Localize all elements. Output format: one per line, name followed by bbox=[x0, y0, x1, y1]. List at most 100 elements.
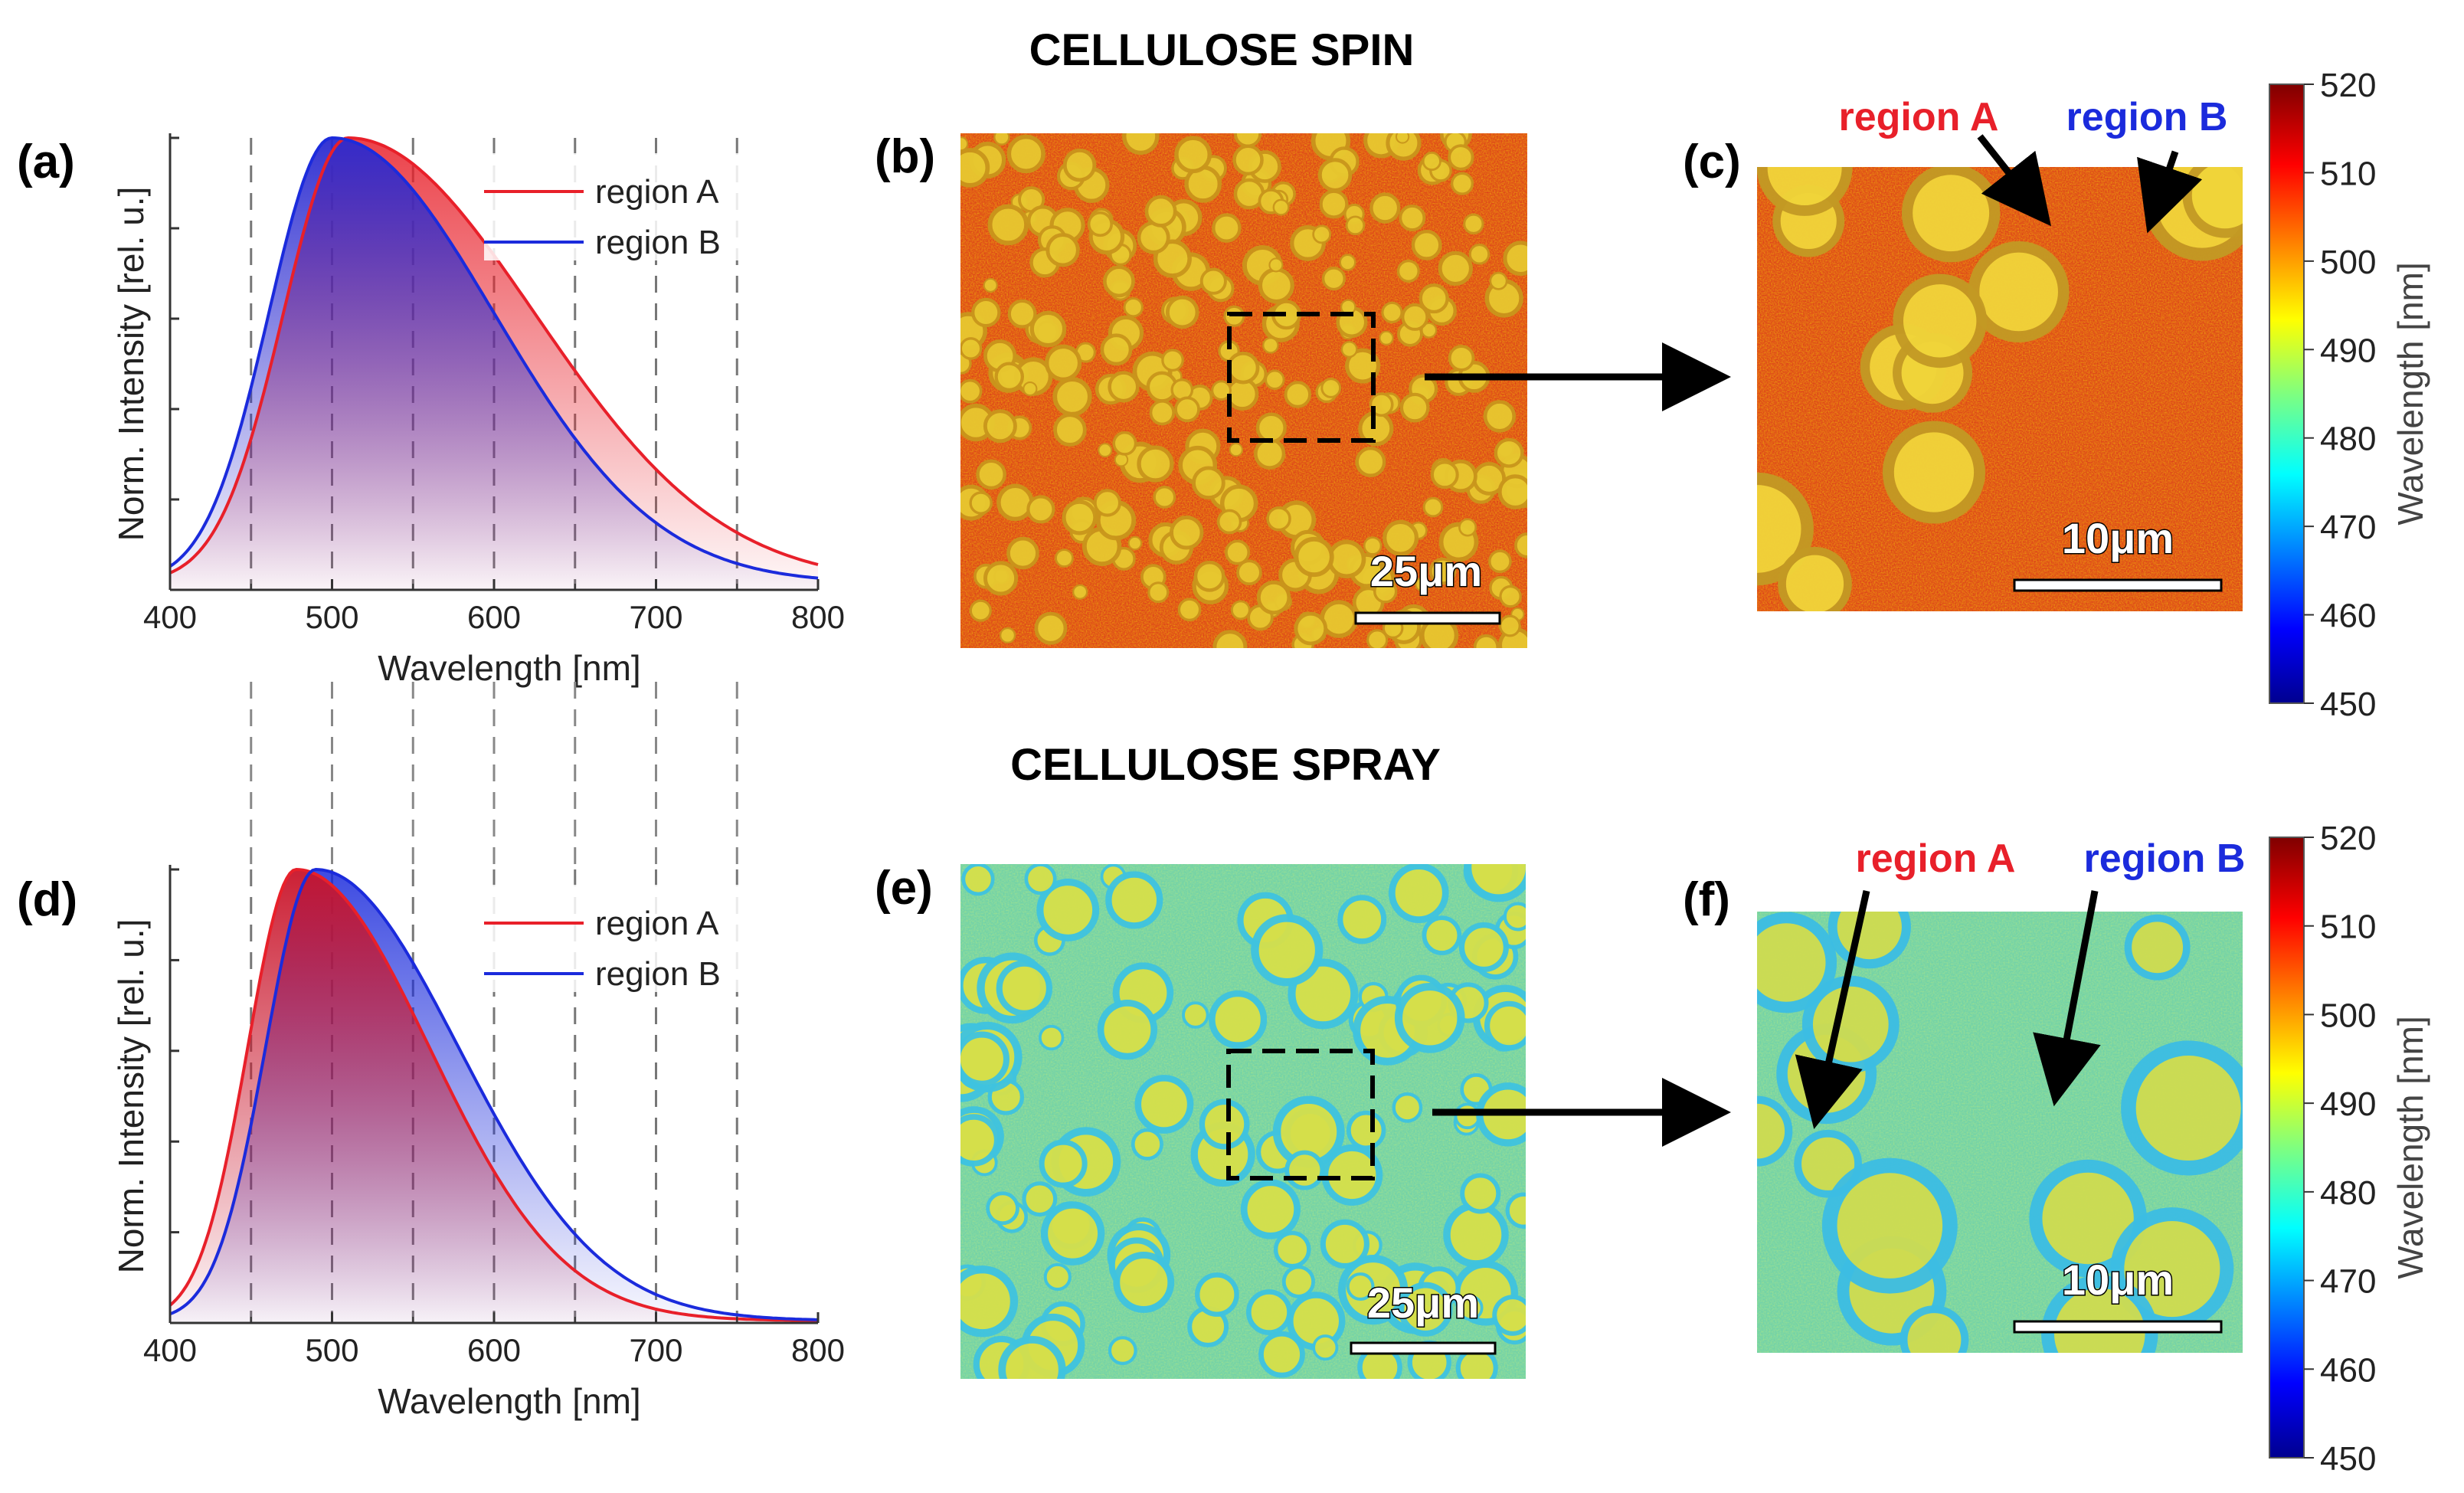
legend-label-0: region A bbox=[595, 173, 719, 211]
particle bbox=[1373, 579, 1398, 604]
particle bbox=[1216, 509, 1242, 535]
particle bbox=[1268, 257, 1284, 273]
particle bbox=[1165, 295, 1199, 329]
particle bbox=[1149, 399, 1176, 426]
particle bbox=[1040, 1201, 1105, 1265]
particle bbox=[1505, 1192, 1526, 1229]
particle bbox=[960, 378, 983, 404]
particle bbox=[1251, 914, 1324, 987]
x-tick-label-600: 600 bbox=[467, 1332, 521, 1368]
particle bbox=[1262, 336, 1279, 354]
particle bbox=[1039, 1024, 1065, 1051]
colorbar-tick-label: 480 bbox=[2320, 421, 2376, 458]
particle bbox=[1256, 580, 1291, 615]
particle bbox=[1900, 1305, 1969, 1353]
area-region-a bbox=[170, 869, 818, 1323]
particle bbox=[2041, 1275, 2158, 1353]
particle bbox=[1438, 250, 1473, 286]
particle bbox=[1339, 254, 1356, 271]
particle bbox=[1273, 1230, 1311, 1269]
particle bbox=[1395, 133, 1410, 144]
colorbar-tick-label: 490 bbox=[2320, 332, 2376, 369]
colorbar-tick-label: 470 bbox=[2320, 509, 2376, 546]
particle bbox=[1229, 442, 1243, 457]
arrow-region-b-f bbox=[2033, 890, 2101, 1107]
particle bbox=[1394, 982, 1465, 1053]
particle bbox=[1006, 134, 1045, 174]
scale-label-b: 25μm bbox=[1370, 547, 1482, 595]
particle bbox=[1494, 437, 1524, 468]
particle bbox=[1226, 351, 1260, 385]
particle bbox=[1430, 460, 1459, 489]
area-region-b bbox=[170, 138, 818, 590]
particle bbox=[1024, 864, 1057, 895]
particle bbox=[1195, 1272, 1239, 1317]
section-title-spin: CELLULOSE SPIN bbox=[1029, 25, 1415, 75]
line-region-a bbox=[169, 867, 819, 1322]
scale-label-f: 10μm bbox=[2062, 1256, 2174, 1304]
panel-label-b: (b) bbox=[875, 130, 935, 183]
particle bbox=[1211, 380, 1232, 401]
particle bbox=[1443, 1202, 1509, 1268]
particle bbox=[1112, 431, 1137, 456]
particle bbox=[1230, 600, 1251, 620]
particle bbox=[1448, 144, 1474, 171]
arrow-region-a-f bbox=[1795, 890, 1870, 1129]
x-tick-label-800: 800 bbox=[791, 1332, 845, 1368]
colorbar-tick-label: 500 bbox=[2320, 244, 2376, 281]
particle bbox=[1127, 535, 1143, 551]
particle bbox=[1454, 1102, 1481, 1130]
particle bbox=[969, 599, 992, 622]
particle bbox=[1225, 539, 1251, 565]
particle bbox=[1458, 518, 1477, 537]
particle bbox=[983, 561, 1019, 596]
particle bbox=[1240, 1179, 1301, 1239]
particle bbox=[1346, 1110, 1386, 1151]
particle bbox=[1181, 1001, 1209, 1029]
particle bbox=[1321, 267, 1346, 291]
particle bbox=[1363, 536, 1383, 555]
particle bbox=[983, 277, 998, 293]
particle bbox=[1345, 348, 1381, 384]
colorbar-tick-label: 460 bbox=[2320, 598, 2376, 635]
particle bbox=[1177, 598, 1202, 622]
particle bbox=[1100, 333, 1133, 366]
annotation-region-a-f: region A bbox=[1856, 837, 2016, 881]
colorbar-tick-label: 510 bbox=[2320, 155, 2376, 192]
particle bbox=[1492, 1295, 1526, 1336]
particle bbox=[1144, 195, 1177, 228]
particle bbox=[971, 297, 1001, 328]
connecting-dashed-lines bbox=[250, 682, 738, 869]
scale-label-e: 25μm bbox=[1367, 1279, 1479, 1327]
x-tick-label-700: 700 bbox=[629, 599, 682, 635]
particle bbox=[1265, 369, 1285, 390]
particle bbox=[986, 1191, 1019, 1226]
particle bbox=[1199, 1098, 1250, 1150]
y-axis-label: Norm. Intensity [rel. u.] bbox=[111, 919, 151, 1274]
particle bbox=[1108, 1336, 1137, 1365]
particle bbox=[1386, 133, 1422, 161]
x-tick-label-500: 500 bbox=[305, 599, 358, 635]
particle bbox=[1821, 1157, 1958, 1294]
particle bbox=[960, 1031, 1009, 1087]
section-title-spray: CELLULOSE SPRAY bbox=[1010, 740, 1441, 790]
particle bbox=[1399, 392, 1430, 423]
particle bbox=[1901, 167, 2001, 263]
particle bbox=[1137, 445, 1174, 483]
scale-bar-c bbox=[2013, 578, 2223, 592]
particle bbox=[1245, 1289, 1292, 1335]
particle bbox=[1321, 1144, 1383, 1206]
particle bbox=[1893, 273, 1988, 368]
particle bbox=[1105, 871, 1163, 929]
particle bbox=[1174, 136, 1212, 174]
particle bbox=[1232, 144, 1264, 176]
particle bbox=[1422, 915, 1462, 955]
particle bbox=[1460, 1173, 1501, 1214]
particle bbox=[1053, 413, 1087, 447]
particle bbox=[1428, 557, 1457, 585]
particle bbox=[1392, 1092, 1423, 1123]
particle bbox=[1503, 241, 1527, 277]
map-e-spray-overview: 25μm bbox=[960, 864, 1526, 1379]
colorbar-spin: 520 510 500 490 480 470 460 450 Wavelength [nm] bbox=[2269, 67, 2430, 723]
